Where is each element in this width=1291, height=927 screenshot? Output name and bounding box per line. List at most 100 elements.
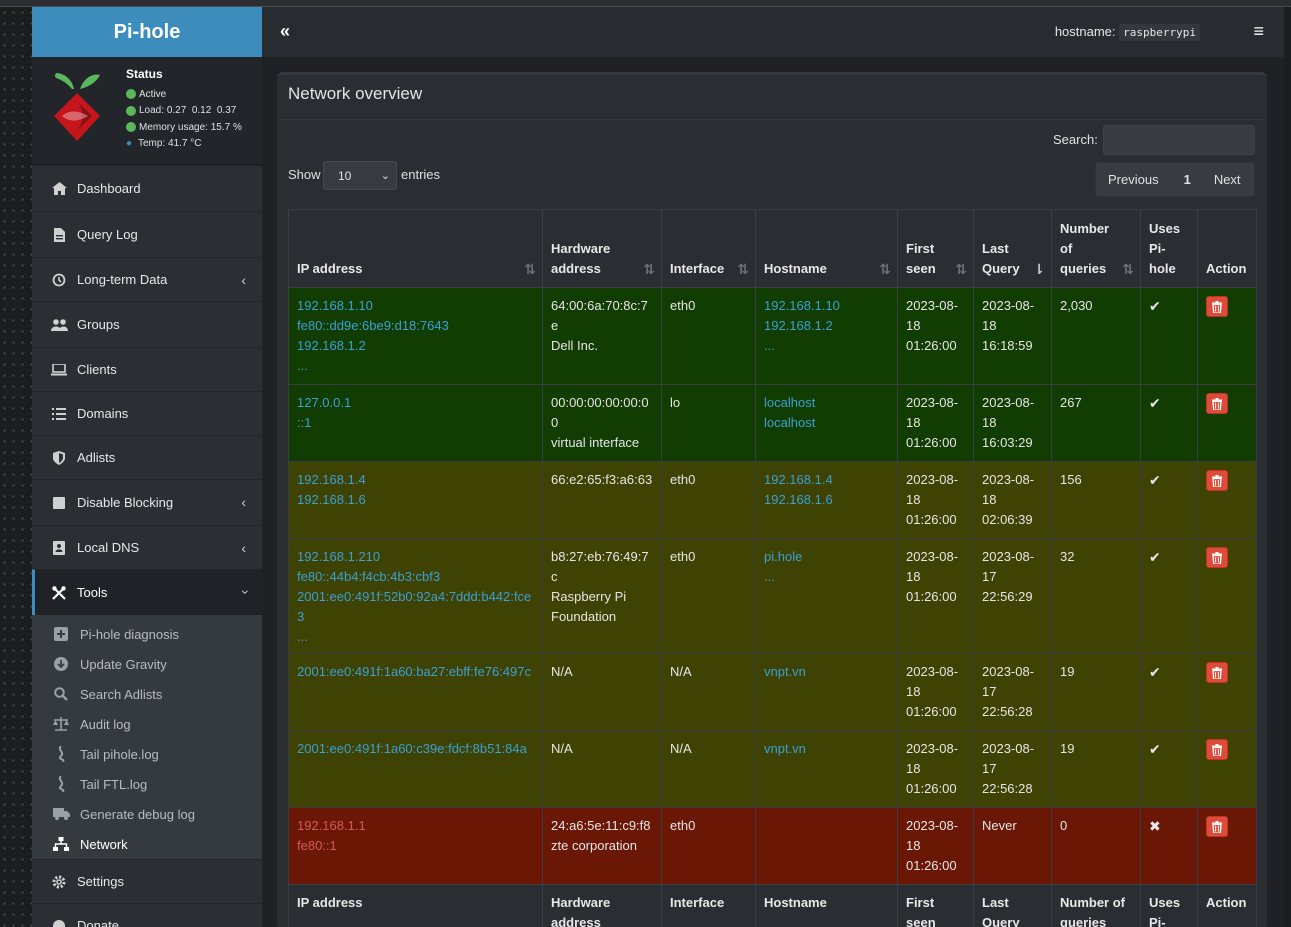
cell-hostname[interactable]: pi.hole... xyxy=(755,538,898,654)
cell-hostname[interactable]: 192.168.1.4 192.168.1.6 xyxy=(755,461,898,539)
submenu-item-tail-pihole-log[interactable]: Tail pihole.log xyxy=(32,739,262,769)
cell-ip[interactable]: 192.168.1.4 192.168.1.6 xyxy=(288,461,543,539)
cell-hostname-line[interactable]: 192.168.1.6 xyxy=(764,492,833,507)
sidebar-item-local-dns[interactable]: Local DNS ‹ xyxy=(32,525,262,569)
next-page-button[interactable]: Next xyxy=(1213,172,1241,187)
cell-hostname-line[interactable]: localhost xyxy=(764,395,816,410)
column-header-hostname[interactable]: Hostname ⇅ xyxy=(755,209,898,288)
sidebar-item-domains[interactable]: Domains xyxy=(32,391,262,435)
cell-last-query-line: 2023-08- xyxy=(982,741,1035,756)
previous-page-button[interactable]: Previous xyxy=(1108,172,1159,187)
cell-hostname[interactable]: vnpt.vn xyxy=(755,653,898,731)
sidebar-item-tools[interactable]: Tools ‹ xyxy=(32,569,262,615)
cell-ip-line[interactable]: fe80::1 xyxy=(297,838,337,853)
entries-select[interactable]: 10 ⌄ xyxy=(323,161,397,190)
cell-last-query-line: 17 xyxy=(982,684,997,699)
submenu-item-search-adlists[interactable]: Search Adlists xyxy=(32,679,262,709)
cell-ip-line[interactable]: fe80::44b4:f4cb:4b3:cbf3 xyxy=(297,569,441,584)
cell-ip-line[interactable]: fe80::dd9e:6be9:d18:7643 xyxy=(297,318,449,333)
delete-button[interactable] xyxy=(1206,816,1228,837)
submenu-item-label: Search Adlists xyxy=(80,686,163,702)
cell-ip[interactable]: 2001:ee0:491f:1a60:c39e:fdcf:8b51:84a xyxy=(288,730,543,808)
cell-hostname-line[interactable]: 192.168.1.4 xyxy=(764,472,833,487)
cell-ip-line[interactable]: 192.168.1.4 xyxy=(297,472,366,487)
cell-hostname-line[interactable]: pi.hole xyxy=(764,549,803,564)
sort-icon: ⇅ xyxy=(1122,261,1134,277)
cell-interface: eth0 xyxy=(661,287,756,385)
column-header-uses-pihole[interactable]: Uses Pi-hole xyxy=(1140,209,1198,288)
cell-hostname-line[interactable]: 192.168.1.2 xyxy=(764,318,833,333)
sidebar-item-long-term-data[interactable]: Long-term Data ‹ xyxy=(32,257,262,301)
sidebar-item-clients[interactable]: Clients xyxy=(32,347,262,391)
cell-ip-line[interactable]: 192.168.1.6 xyxy=(297,492,366,507)
cell-ip-line[interactable]: 2001:ee0:491f:1a60:ba27:ebff:fe76:497c xyxy=(297,664,531,679)
cell-hostname-line[interactable]: 192.168.1.10 xyxy=(764,298,840,313)
sidebar-item-settings[interactable]: Settings xyxy=(32,859,262,903)
submenu-item-network[interactable]: Network xyxy=(32,829,262,859)
cell-first-seen: 2023-08- 18 01:26:00 xyxy=(897,730,974,808)
cell-ip-line[interactable]: 2001:ee0:491f:1a60:c39e:fdcf:8b51:84a xyxy=(297,741,527,756)
header-label: First seen xyxy=(906,241,936,276)
cell-last-query-line: 16:03:29 xyxy=(982,435,1033,450)
cell-hostname-line[interactable]: ... xyxy=(764,338,775,353)
cell-ip-line[interactable]: 192.168.1.10 xyxy=(297,298,373,313)
cell-ip-line[interactable]: ... xyxy=(297,629,308,644)
delete-button[interactable] xyxy=(1206,296,1228,317)
file-icon xyxy=(49,227,69,242)
sidebar-item-groups[interactable]: Groups xyxy=(32,301,262,347)
submenu-item-audit-log[interactable]: Audit log xyxy=(32,709,262,739)
column-header-interface[interactable]: Interface ⇅ xyxy=(661,209,756,288)
cell-first-seen-line: 2023-08- xyxy=(906,472,959,487)
column-header-ip[interactable]: IP address ⇅ xyxy=(288,209,543,288)
delete-button[interactable] xyxy=(1206,393,1228,414)
column-header-hardware[interactable]: Hardware address ⇅ xyxy=(542,209,662,288)
cell-ip-line[interactable]: 2001:ee0:491f:52b0:92a4:7ddd:b442:fce3 xyxy=(297,589,532,624)
delete-button[interactable] xyxy=(1206,470,1228,491)
sidebar: Pi-hole Status Active Load: 0.27 0.12 0.… xyxy=(32,7,262,927)
cell-ip-line[interactable]: 192.168.1.210 xyxy=(297,549,381,564)
column-header-first-seen[interactable]: First seen ⇅ xyxy=(897,209,974,288)
cell-ip-line[interactable]: ::1 xyxy=(297,415,312,430)
cell-ip[interactable]: 2001:ee0:491f:1a60:ba27:ebff:fe76:497c xyxy=(288,653,543,731)
cell-hostname[interactable]: localhost localhost xyxy=(755,384,898,462)
cell-hostname[interactable] xyxy=(755,807,898,885)
sidebar-item-label: Adlists xyxy=(77,450,116,465)
delete-button[interactable] xyxy=(1206,662,1228,683)
app-logo-title[interactable]: Pi-hole xyxy=(32,7,262,57)
submenu-item-generate-debug-log[interactable]: Generate debug log xyxy=(32,799,262,829)
hamburger-menu-icon[interactable]: ≡ xyxy=(1253,21,1264,41)
desktop-background xyxy=(0,7,32,927)
delete-button[interactable] xyxy=(1206,547,1228,568)
submenu-item-update-gravity[interactable]: Update Gravity xyxy=(32,649,262,679)
table-row: 192.168.1.4 192.168.1.6 66:e2:65:f3:a6:63 e… xyxy=(288,461,1257,539)
delete-button[interactable] xyxy=(1206,739,1228,760)
cell-ip-line[interactable]: 127.0.0.1 xyxy=(297,395,352,410)
submenu-item-tail-ftl-log[interactable]: Tail FTL.log xyxy=(32,769,262,799)
sidebar-item-donate[interactable]: Donate xyxy=(32,903,262,927)
cell-ip[interactable]: 127.0.0.1::1 xyxy=(288,384,543,462)
column-header-last-query[interactable]: Last Query ⇂ xyxy=(973,209,1052,288)
submenu-item-label: Pi-hole diagnosis xyxy=(80,626,180,642)
sidebar-item-query-log[interactable]: Query Log xyxy=(32,211,262,257)
cell-ip-line[interactable]: 192.168.1.2 xyxy=(297,338,366,353)
column-header-queries[interactable]: Number of queries ⇅ xyxy=(1051,209,1141,288)
cell-hostname[interactable]: vnpt.vn xyxy=(755,730,898,808)
cell-hostname-line[interactable]: vnpt.vn xyxy=(764,741,806,756)
submenu-item-pihole-diagnosis[interactable]: Pi-hole diagnosis xyxy=(32,619,262,649)
cell-interface: eth0 xyxy=(661,461,756,539)
sidebar-toggle-button[interactable]: « xyxy=(280,21,291,41)
sidebar-item-dashboard[interactable]: Dashboard xyxy=(32,165,262,211)
cell-hostname-line[interactable]: vnpt.vn xyxy=(764,664,806,679)
sidebar-item-disable-blocking[interactable]: Disable Blocking ‹ xyxy=(32,479,262,525)
search-input[interactable] xyxy=(1103,125,1255,155)
sidebar-item-adlists[interactable]: Adlists xyxy=(32,435,262,479)
page-1-button[interactable]: 1 xyxy=(1183,172,1191,187)
cell-ip-line[interactable]: 192.168.1.1 xyxy=(297,818,366,833)
cell-hostname[interactable]: 192.168.1.10 192.168.1.2... xyxy=(755,287,898,385)
cell-hostname-line[interactable]: ... xyxy=(764,569,775,584)
cell-ip-line[interactable]: ... xyxy=(297,358,308,373)
cell-hostname-line[interactable]: localhost xyxy=(764,415,816,430)
